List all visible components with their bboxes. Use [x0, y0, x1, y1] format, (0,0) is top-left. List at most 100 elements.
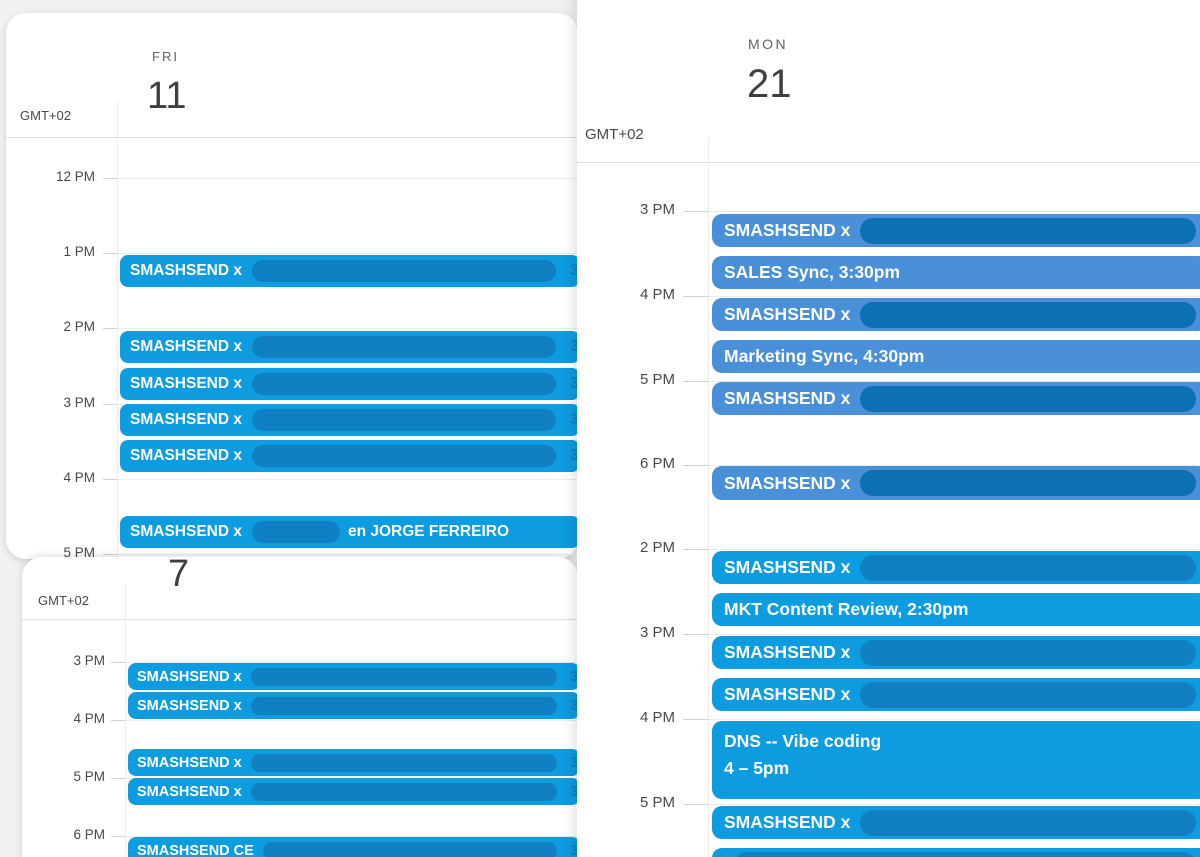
hour-tick [103, 328, 117, 329]
calendar-event[interactable]: SMASHSEND x 3 [128, 778, 580, 805]
event-fragment: 3 [570, 262, 578, 279]
hour-gridline [708, 296, 1200, 297]
hour-label: 2 PM [63, 319, 95, 334]
event-title: SMASHSEND x [137, 668, 242, 685]
redaction-bar [860, 554, 1196, 581]
redaction-bar [250, 667, 557, 686]
day-number: 7 [168, 553, 190, 595]
redaction-bar [251, 336, 556, 358]
calendar-event[interactable]: SMASHSEND x 3 [120, 440, 580, 472]
redaction-bar [251, 373, 556, 395]
hour-gridline [125, 836, 578, 837]
hour-gridline [708, 211, 1200, 212]
event-title: DNS -- Vibe coding [724, 731, 882, 751]
hour-tick [683, 211, 708, 212]
calendar-event[interactable]: MKT Content Review, 2:30pm [712, 593, 1200, 626]
hour-tick [111, 836, 125, 837]
hour-label: 4 PM [639, 709, 675, 726]
event-title: SMASHSEND x [130, 523, 242, 540]
calendar-event[interactable] [712, 848, 1200, 857]
calendar-event[interactable]: SMASHSEND x [712, 298, 1200, 331]
calendar-day-card-7: 7 GMT+02 3 PM 4 PM 5 PM 6 PM SMASHSEND x… [22, 553, 580, 857]
hour-label: 5 PM [639, 794, 675, 811]
event-title: SMASHSEND x [724, 642, 851, 662]
hour-tick [683, 549, 708, 550]
event-fragment: 3 [570, 338, 578, 355]
calendar-event[interactable]: SMASHSEND x 3 [120, 331, 580, 363]
event-fragment: 3 [570, 375, 578, 392]
calendar-event[interactable]: SMASHSEND x 3 [120, 368, 580, 400]
hour-tick [103, 253, 117, 254]
event-title: SMASHSEND x [130, 447, 242, 464]
event-title: SMASHSEND x [130, 375, 242, 392]
hour-label: 6 PM [639, 455, 675, 472]
event-title: SMASHSEND x [130, 262, 242, 279]
event-title: SMASHSEND x [724, 472, 851, 493]
event-title: SMASHSEND x [137, 783, 242, 800]
calendar-event[interactable]: SMASHSEND x [712, 551, 1200, 584]
hour-label: 3 PM [73, 653, 105, 668]
day-of-week-label: FRI [152, 49, 179, 64]
hour-tick [103, 178, 117, 179]
hour-label: 3 PM [639, 201, 675, 218]
header-divider [577, 162, 1200, 163]
hour-tick [111, 778, 125, 779]
calendar-event[interactable]: SMASHSEND x [712, 466, 1200, 500]
event-title: SMASHSEND x [137, 697, 242, 714]
calendar-event[interactable]: SMASHSEND CE 3 [128, 837, 580, 857]
calendar-event[interactable]: SMASHSEND x [712, 678, 1200, 711]
hour-label: 4 PM [639, 286, 675, 303]
hour-label: 3 PM [639, 624, 675, 641]
redaction-bar [251, 445, 556, 467]
hour-gridline [708, 634, 1200, 635]
calendar-event[interactable]: SMASHSEND x 3 [128, 749, 580, 776]
calendar-event[interactable]: SMASHSEND x [712, 214, 1200, 247]
gutter-divider [708, 138, 709, 857]
event-time: 4 – 5pm [724, 758, 790, 778]
redaction-bar [860, 639, 1196, 666]
hour-gridline [117, 554, 578, 555]
hour-label: 6 PM [73, 827, 105, 842]
calendar-event[interactable]: DNS -- Vibe coding 4 – 5pm [712, 721, 1200, 799]
redaction-bar [251, 409, 556, 431]
redaction-bar [860, 681, 1196, 708]
redaction-bar [860, 217, 1196, 244]
event-title: SMASHSEND x [724, 220, 851, 240]
calendar-event[interactable]: SMASHSEND x [712, 636, 1200, 669]
calendar-event[interactable]: SMASHSEND x 3 [120, 255, 580, 287]
calendar-event[interactable]: SALES Sync, 3:30pm [712, 256, 1200, 289]
hour-tick [103, 479, 117, 480]
hour-gridline [708, 381, 1200, 382]
hour-label: 12 PM [55, 169, 95, 184]
calendar-event[interactable]: SMASHSEND x 3 [128, 692, 580, 719]
day-of-week-label: MON [748, 36, 789, 52]
calendar-event[interactable]: SMASHSEND x en JORGE FERREIRO [120, 516, 580, 548]
redaction-bar [251, 260, 556, 282]
event-title: SMASHSEND x [724, 684, 851, 704]
calendar-event[interactable]: SMASHSEND x [712, 382, 1200, 415]
gutter-divider [125, 585, 126, 857]
hour-label: 5 PM [73, 769, 105, 784]
hour-label: 4 PM [73, 711, 105, 726]
calendar-event[interactable]: Marketing Sync, 4:30pm [712, 340, 1200, 373]
hour-tick [683, 296, 708, 297]
calendar-event[interactable]: SMASHSEND x [712, 806, 1200, 839]
event-fragment: 3 [570, 842, 578, 857]
hour-tick [683, 465, 708, 466]
event-title: SMASHSEND x [137, 754, 242, 771]
event-fragment: 3 [570, 754, 578, 771]
hour-label: 4 PM [63, 470, 95, 485]
calendar-day-card-fri-11: FRI 11 GMT+02 12 PM 1 PM 2 PM 3 PM 4 PM … [6, 13, 580, 560]
gutter-divider [117, 101, 118, 559]
event-title-suffix: en JORGE FERREIRO [347, 523, 510, 540]
calendar-day-card-mon-21: MON 21 GMT+02 3 PM 4 PM 5 PM 6 PM 2 PM 3… [577, 0, 1200, 857]
hour-tick [683, 634, 708, 635]
calendar-event[interactable]: SMASHSEND x 3 [128, 663, 580, 690]
redaction-bar [262, 841, 557, 857]
hour-tick [111, 720, 125, 721]
event-fragment: 3 [570, 697, 578, 714]
hour-label: 1 PM [63, 244, 95, 259]
calendar-event[interactable]: SMASHSEND x 3 [120, 404, 580, 436]
hour-label: 2 PM [639, 539, 675, 556]
timezone-label: GMT+02 [20, 108, 71, 123]
